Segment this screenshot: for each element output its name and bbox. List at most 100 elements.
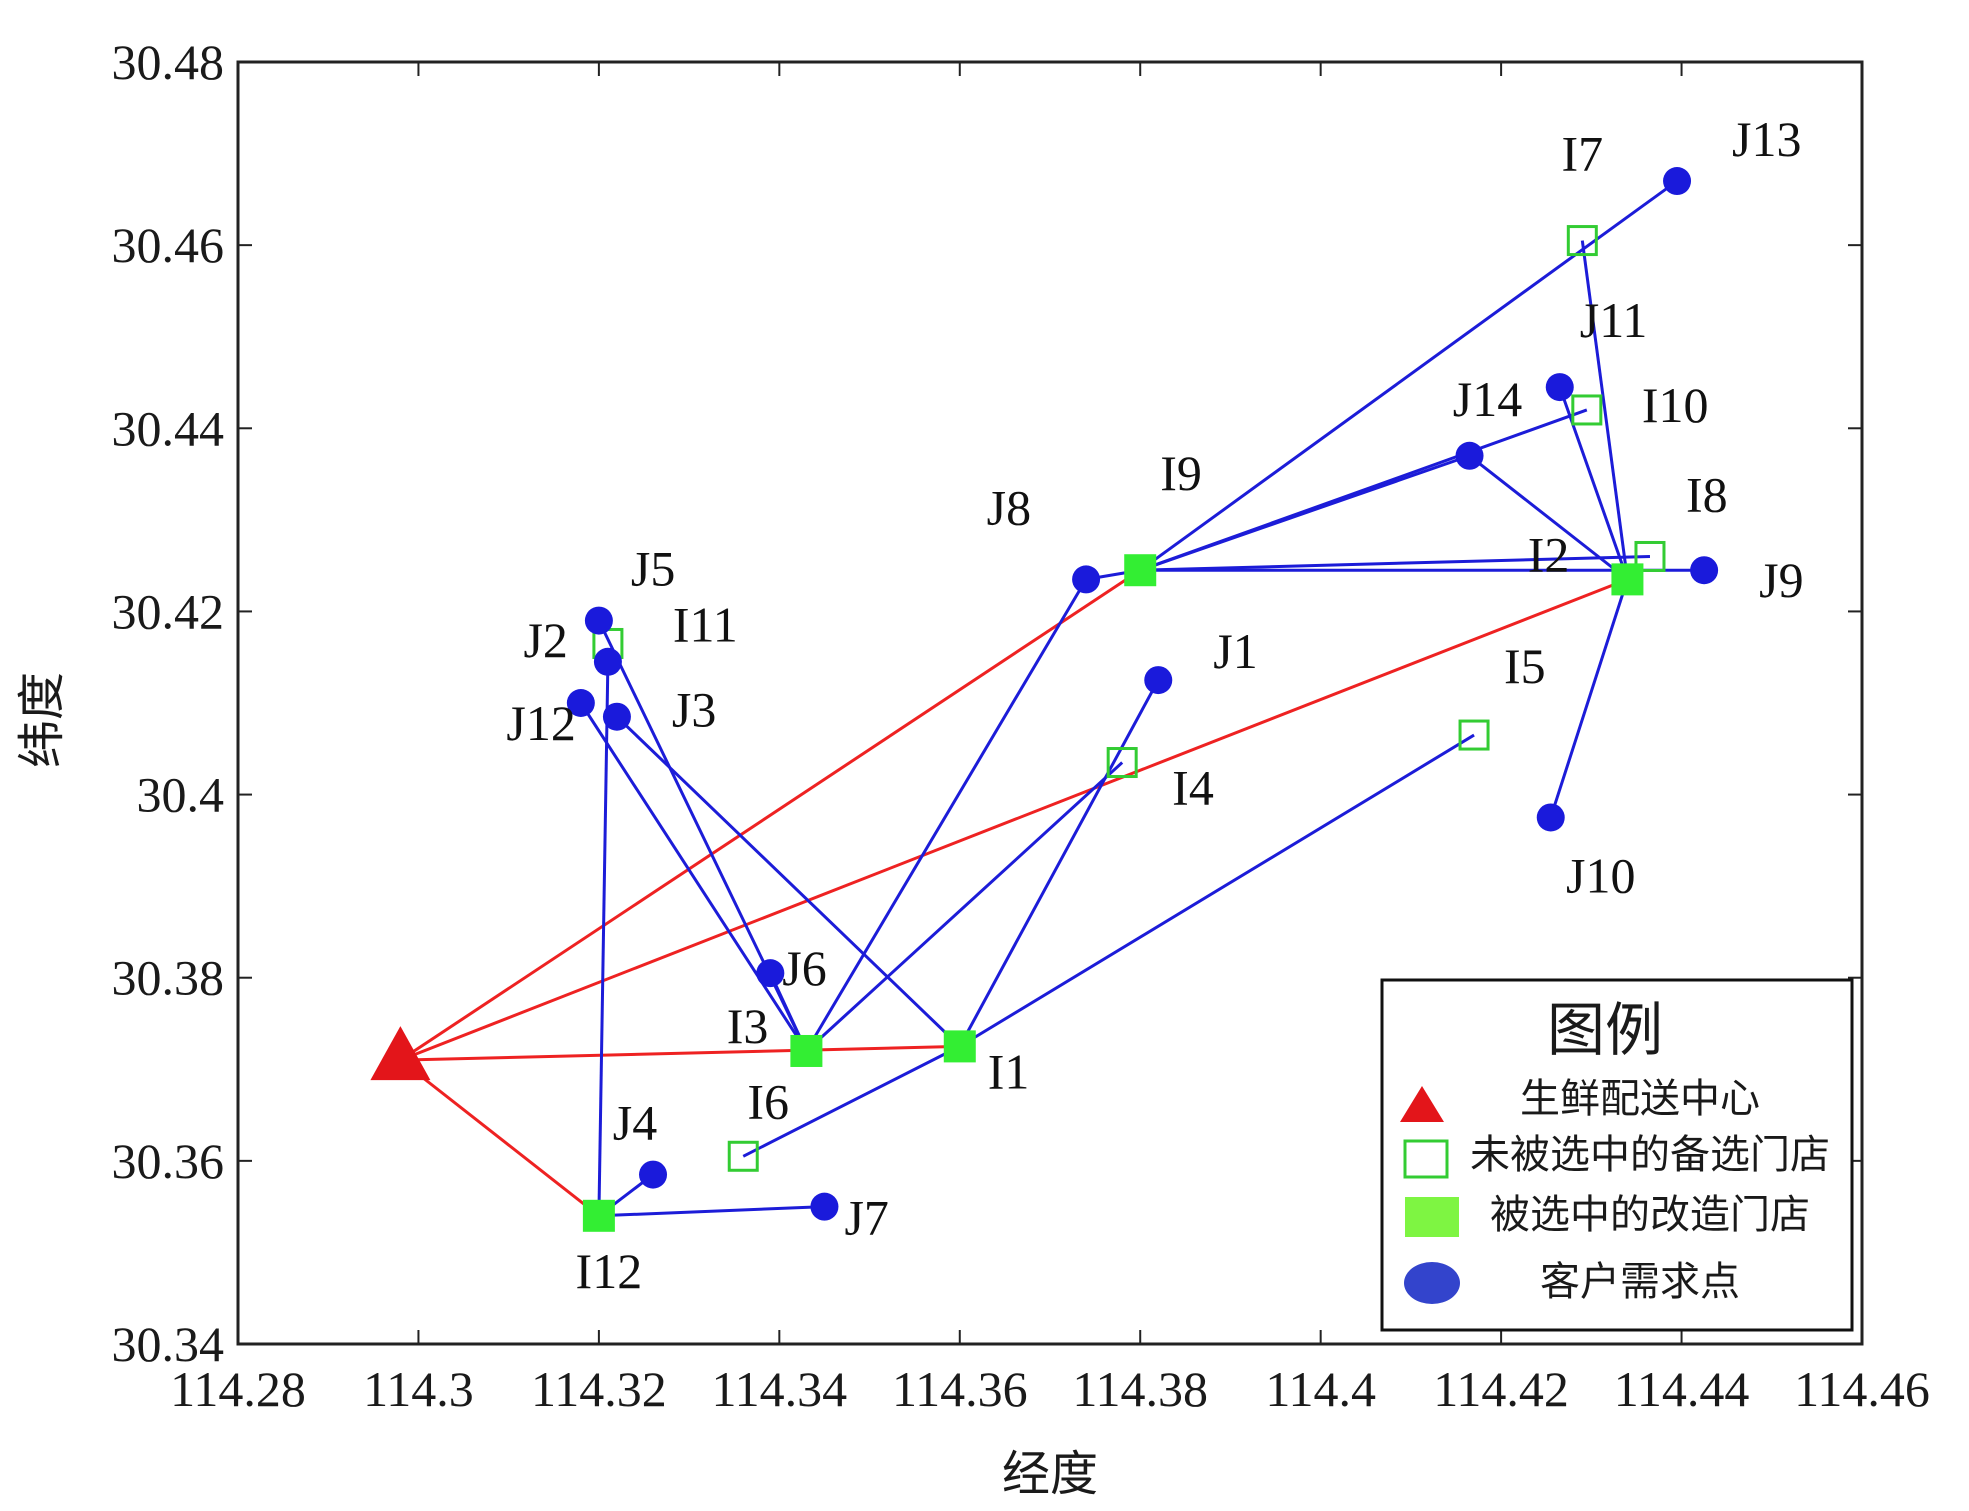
axes: 经度 纬度 114.28 114.3 114.32 114.34 114.36 114.3… — [14, 34, 1930, 1502]
y-tick-label: 30.36 — [112, 1133, 225, 1189]
x-tick-label: 114.32 — [531, 1361, 667, 1417]
x-tick-label: 114.44 — [1614, 1361, 1750, 1417]
x-tick-label: 114.28 — [170, 1361, 306, 1417]
route-line-blue — [1140, 554, 1651, 572]
route-line-blue — [805, 578, 1088, 1052]
route-line-blue — [615, 715, 961, 1048]
route-line-blue — [742, 1045, 961, 1158]
unselected-store-marker — [1106, 747, 1138, 779]
x-tick-label: 114.34 — [712, 1361, 848, 1417]
point-labels: I1 I2 I3 I9 I12 I4 I5 I6 I7 I8 I10 I11 J1 J2 J3 J4 J5 J6 J… — [506, 111, 1803, 1299]
point-label: J9 — [1759, 552, 1803, 608]
point-label: I6 — [747, 1073, 789, 1129]
customer-marker — [1536, 803, 1565, 832]
customer-marker — [566, 689, 595, 717]
legend-selected-marker — [1405, 1197, 1459, 1237]
point-label: I5 — [1504, 638, 1546, 694]
legend-item-center: 生鲜配送中心 — [1520, 1076, 1760, 1122]
point-label: I2 — [1528, 526, 1570, 582]
route-line-blue — [579, 702, 808, 1052]
x-tick-label: 114.38 — [1072, 1361, 1208, 1417]
point-label: J10 — [1566, 847, 1635, 903]
customer-marker — [602, 702, 631, 731]
route-line-blue — [1468, 454, 1629, 581]
markers — [370, 167, 1719, 1232]
y-tick-label: 30.38 — [112, 950, 225, 1006]
route-line-blue — [1580, 240, 1629, 580]
unselected-store-marker — [1566, 225, 1598, 257]
route-line-blue — [1139, 179, 1678, 572]
route-line-blue — [1139, 454, 1471, 572]
point-label: J5 — [631, 541, 675, 597]
y-tick-label: 30.48 — [112, 34, 225, 90]
point-label: I10 — [1642, 377, 1709, 433]
route-line-blue — [1549, 578, 1629, 818]
plot-frame — [236, 60, 1864, 1346]
point-label: J12 — [506, 695, 575, 751]
y-tick-label: 30.34 — [112, 1316, 225, 1372]
customer-marker — [1663, 167, 1692, 196]
legend-center-marker — [1400, 1086, 1444, 1122]
unselected-store-marker — [1571, 394, 1603, 426]
x-tick-label: 114.36 — [892, 1361, 1028, 1417]
legend-item-customer: 客户需求点 — [1540, 1259, 1740, 1305]
customer-marker — [1144, 666, 1173, 695]
customer-marker — [810, 1192, 839, 1221]
point-label: J13 — [1732, 111, 1801, 167]
unselected-store-marker — [1458, 719, 1490, 751]
legend: 图例 生鲜配送中心 未被选中的备选门店 被选中的改造门店 客户需求点 — [1380, 978, 1854, 1332]
selected-store-marker — [790, 1034, 823, 1067]
legend-box — [1380, 978, 1854, 1332]
x-tick-label: 114.3 — [363, 1361, 474, 1417]
point-label: I12 — [576, 1243, 643, 1299]
unselected-store-marker — [727, 1140, 759, 1172]
point-label: I1 — [988, 1043, 1030, 1099]
customer-marker — [1690, 556, 1719, 585]
legend-customer-marker — [1404, 1262, 1460, 1304]
point-label: J11 — [1580, 292, 1648, 348]
routes — [399, 179, 1705, 1218]
route-line-red — [399, 568, 1142, 1062]
x-tick-label: 114.42 — [1433, 1361, 1569, 1417]
route-line-red — [399, 1058, 600, 1217]
customer-marker — [756, 959, 785, 988]
selected-store-marker — [1124, 554, 1157, 587]
y-tick-label: 30.44 — [112, 400, 225, 456]
route-line-blue — [1558, 386, 1629, 580]
point-label: I4 — [1172, 760, 1214, 816]
unselected-store-marker — [1634, 540, 1666, 572]
point-label: J7 — [844, 1190, 888, 1246]
customer-marker — [639, 1160, 668, 1189]
point-label: I8 — [1686, 466, 1728, 522]
point-label: J6 — [782, 940, 826, 996]
x-axis-title: 经度 — [1002, 1446, 1098, 1502]
legend-item-unselected: 未被选中的备选门店 — [1470, 1132, 1830, 1178]
legend-item-selected: 被选中的改造门店 — [1490, 1192, 1810, 1238]
point-label: J2 — [523, 612, 567, 668]
point-label: I9 — [1160, 445, 1202, 501]
customer-marker — [1545, 373, 1574, 402]
y-tick-label: 30.4 — [137, 767, 225, 823]
point-label: J3 — [672, 682, 716, 738]
point-label: I3 — [727, 998, 769, 1054]
legend-title: 图例 — [1547, 996, 1663, 1064]
y-tick-label: 30.42 — [112, 583, 225, 639]
route-line-blue — [958, 679, 1160, 1048]
route-line-red — [400, 1044, 960, 1062]
point-label: J8 — [987, 479, 1031, 535]
y-axis-title: 纬度 — [14, 672, 70, 768]
customer-marker — [593, 647, 622, 676]
point-label: J4 — [613, 1095, 657, 1151]
point-label: J14 — [1453, 371, 1522, 427]
customer-marker — [584, 606, 613, 635]
y-tick-label: 30.46 — [112, 217, 225, 273]
selected-store-marker — [943, 1030, 976, 1063]
selected-store-marker — [1611, 563, 1644, 596]
point-label: I11 — [673, 596, 738, 652]
point-label: J1 — [1213, 623, 1257, 679]
route-line-red — [399, 577, 1628, 1062]
customer-marker — [1455, 441, 1484, 470]
x-tick-label: 114.4 — [1265, 1361, 1376, 1417]
route-line-blue — [597, 661, 610, 1216]
